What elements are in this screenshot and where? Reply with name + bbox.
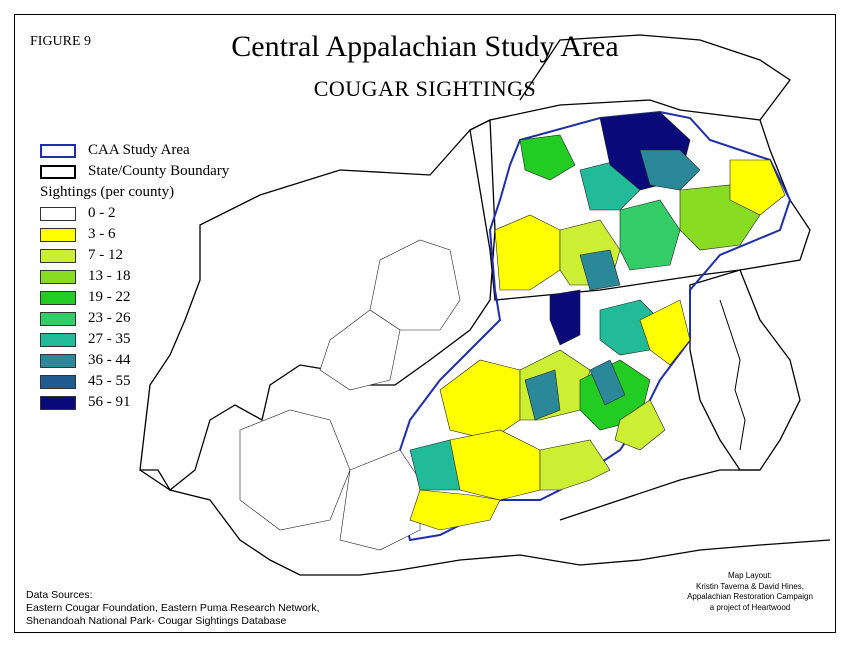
- county: [614, 399, 666, 451]
- legend-heading: Sightings (per county): [40, 184, 175, 200]
- sources-line-1: Eastern Cougar Foundation, Eastern Puma …: [26, 602, 320, 614]
- county: [524, 369, 561, 421]
- legend-class: 7 - 12: [40, 245, 229, 266]
- county: [449, 429, 541, 501]
- county-polygons: [239, 111, 786, 551]
- legend-class-swatch: [40, 248, 76, 263]
- legend-class-label: 3 - 6: [88, 226, 116, 242]
- legend-class-swatch: [40, 395, 76, 410]
- boundary-swatch: [40, 164, 76, 179]
- legend: CAA Study Area State/County Boundary Sig…: [40, 140, 229, 413]
- county: [729, 159, 786, 216]
- legend-class: 45 - 55: [40, 371, 229, 392]
- legend-boundary: State/County Boundary: [40, 161, 229, 182]
- sources-heading: Data Sources:: [26, 589, 93, 601]
- county: [409, 489, 501, 531]
- county: [639, 149, 701, 191]
- legend-class-label: 13 - 18: [88, 268, 131, 284]
- county: [619, 199, 681, 271]
- new-york-edge: [519, 34, 791, 121]
- legend-class-label: 7 - 12: [88, 247, 123, 263]
- county: [549, 289, 581, 346]
- legend-class-swatch: [40, 227, 76, 242]
- layout-credit-line-3: Appalachian Restoration Campaign: [687, 592, 813, 601]
- county: [369, 239, 461, 331]
- legend-class-swatch: [40, 353, 76, 368]
- county: [539, 439, 611, 491]
- county: [579, 249, 621, 291]
- legend-class-swatch: [40, 311, 76, 326]
- legend-class: 27 - 35: [40, 329, 229, 350]
- map-title: Central Appalachian Study Area: [231, 30, 619, 63]
- legend-class-swatch: [40, 290, 76, 305]
- figure-label: FIGURE 9: [30, 34, 92, 49]
- legend-class-label: 45 - 55: [88, 373, 131, 389]
- legend-class-swatch: [40, 206, 76, 221]
- legend-classes: 0 - 2 3 - 6 7 - 12 13 - 18 19 - 22 23 - 26 27 …: [40, 203, 229, 413]
- county: [639, 299, 691, 366]
- legend-class: 36 - 44: [40, 350, 229, 371]
- legend-boundary-label: State/County Boundary: [88, 163, 230, 179]
- legend-class-label: 56 - 91: [88, 394, 131, 410]
- county: [339, 449, 421, 551]
- legend-class-label: 0 - 2: [88, 205, 116, 221]
- legend-class-swatch: [40, 269, 76, 284]
- chesapeake-shoreline: [719, 299, 746, 451]
- legend-class: 23 - 26: [40, 308, 229, 329]
- sources-line-2: Shenandoah National Park- Cougar Sightin…: [26, 615, 287, 627]
- legend-class: 13 - 18: [40, 266, 229, 287]
- legend-class-label: 19 - 22: [88, 289, 131, 305]
- legend-class: 3 - 6: [40, 224, 229, 245]
- legend-class: 19 - 22: [40, 287, 229, 308]
- study-area-swatch: [40, 143, 76, 158]
- kentucky-outline: [139, 469, 831, 576]
- data-sources: Data Sources: Eastern Cougar Foundation,…: [26, 589, 320, 628]
- study-area-outline: [399, 110, 792, 542]
- county: [589, 359, 626, 406]
- county: [519, 134, 576, 181]
- map-subtitle: COUGAR SIGHTINGS: [313, 76, 537, 101]
- map-frame: [14, 14, 836, 633]
- layout-credit-line-1: Map Layout:: [727, 571, 773, 580]
- legend-class-swatch: [40, 332, 76, 347]
- legend-class-label: 23 - 26: [88, 310, 131, 326]
- layout-credit: Map Layout: Kristin Taverna & David Hine…: [630, 571, 850, 613]
- legend-study-area: CAA Study Area: [40, 140, 229, 161]
- legend-class: 56 - 91: [40, 392, 229, 413]
- county: [239, 409, 351, 531]
- virginia-edge: [559, 469, 760, 521]
- legend-class-label: 36 - 44: [88, 352, 131, 368]
- county: [494, 214, 561, 291]
- legend-class: 0 - 2: [40, 203, 229, 224]
- legend-class-swatch: [40, 374, 76, 389]
- county: [439, 359, 521, 441]
- maryland-outline: [689, 269, 801, 471]
- county: [319, 309, 401, 391]
- layout-credit-line-4: a project of Heartwood: [709, 602, 791, 612]
- legend-study-area-label: CAA Study Area: [88, 142, 190, 158]
- layout-credit-line-2: Kristin Taverna & David Hines,: [696, 581, 804, 591]
- legend-class-label: 27 - 35: [88, 331, 131, 347]
